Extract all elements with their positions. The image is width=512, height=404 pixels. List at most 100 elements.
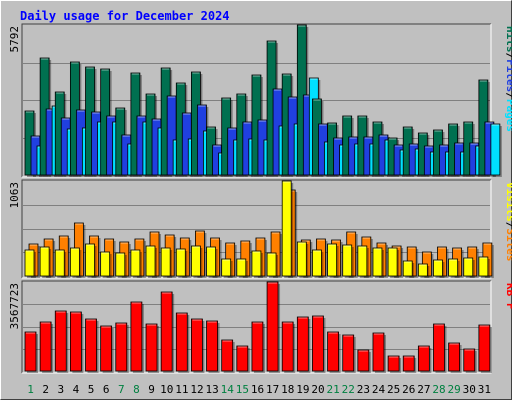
- bar-visits-day-27-body: [417, 263, 428, 277]
- bar-kb-f-day-4-body: [69, 311, 82, 372]
- bar-kb-f-day-13: [206, 320, 220, 373]
- bar-visits-day-1-body: [24, 249, 35, 277]
- bar-visits-day-22: [342, 244, 354, 278]
- panel-1-frame-light: [22, 24, 492, 178]
- bar-kb-f-day-21: [327, 331, 341, 373]
- panel-1-frame-dark: [21, 23, 491, 177]
- bar-visits-day-13: [206, 246, 218, 278]
- bar-visits-day-31-body: [478, 256, 489, 277]
- panel-1-legend: Hits/Files/Pages: [504, 26, 512, 132]
- panel-2-legend: Visits/Sites: [504, 182, 512, 262]
- x-tick-label-6: 6: [103, 383, 110, 396]
- bar-visits-day-5: [85, 243, 97, 278]
- bar-visits-day-19-body: [296, 241, 307, 277]
- panel-3-legend: KB F: [504, 283, 512, 310]
- x-tick-label-28: 28: [432, 383, 445, 396]
- bar-visits-day-14: [221, 258, 233, 278]
- chart-title: Daily usage for December 2024: [20, 9, 230, 23]
- bar-kb-f-day-5-body: [85, 318, 97, 372]
- x-tick-label-18: 18: [281, 383, 294, 396]
- bar-kb-f-day-14-body: [221, 339, 234, 372]
- bar-visits-day-14-body: [221, 258, 232, 277]
- bar-kb-f-day-29: [448, 342, 462, 373]
- bar-kb-f-day-31: [478, 324, 492, 373]
- bar-kb-f-day-31-body: [478, 324, 491, 372]
- bar-visits-day-2-body: [39, 246, 50, 277]
- x-tick-label-30: 30: [463, 383, 476, 396]
- bar-visits-day-6: [100, 251, 112, 278]
- bar-kb-f-day-8-body: [130, 301, 143, 372]
- panel-2-legend-visits: Visits: [504, 182, 512, 222]
- x-tick-label-14: 14: [221, 383, 235, 396]
- panel-3-frame-dark: [21, 280, 491, 373]
- bar-kb-f-day-9: [145, 323, 160, 373]
- bar-visits-day-30: [463, 257, 475, 278]
- panel-2-max-label: 1063: [8, 182, 21, 209]
- bar-visits-day-24-body: [372, 247, 383, 277]
- bar-kb-f-day-27-body: [417, 345, 430, 372]
- bar-kb-f-day-3-body: [54, 310, 67, 372]
- bar-visits-day-2: [39, 246, 52, 278]
- bar-pages-day-31-body: [490, 123, 501, 176]
- bar-pages-day-31: [490, 123, 502, 177]
- bar-kb-f-day-30-body: [463, 348, 476, 372]
- bar-visits-day-11: [175, 248, 188, 278]
- bar-kb-f-day-26: [402, 355, 417, 373]
- x-tick-label-4: 4: [73, 383, 80, 396]
- bar-kb-f-day-30: [463, 348, 477, 373]
- x-tick-label-24: 24: [372, 383, 386, 396]
- x-tick-label-16: 16: [251, 383, 264, 396]
- panel-3-max-label: 3567723: [8, 283, 21, 329]
- bar-visits-day-5-body: [85, 243, 95, 277]
- bar-visits-day-30-body: [463, 257, 474, 277]
- x-tick-label-3: 3: [58, 383, 65, 396]
- x-tick-label-20: 20: [311, 383, 324, 396]
- bar-kb-f-day-20-body: [312, 315, 324, 372]
- bar-kb-f-day-24: [372, 332, 386, 373]
- bar-kb-f-day-18-body: [281, 321, 294, 372]
- bar-kb-f-day-6: [100, 325, 114, 373]
- x-tick-label-19: 19: [296, 383, 309, 396]
- bar-visits-day-4: [69, 247, 82, 278]
- bar-visits-day-9-body: [145, 245, 156, 277]
- bar-kb-f-day-18: [281, 321, 296, 373]
- bar-visits-day-4-body: [69, 247, 80, 277]
- bar-kb-f-day-1: [24, 331, 38, 373]
- bar-visits-day-1: [24, 249, 36, 278]
- bar-kb-f-day-6-body: [100, 325, 113, 372]
- bar-visits-day-20: [312, 249, 324, 278]
- bar-kb-f-day-28-body: [433, 323, 445, 372]
- bar-visits-day-10-body: [160, 247, 171, 277]
- x-tick-label-26: 26: [402, 383, 415, 396]
- x-tick-label-22: 22: [342, 383, 355, 396]
- bar-visits-day-3-body: [54, 249, 65, 277]
- bar-kb-f-day-2-body: [39, 321, 52, 372]
- bar-visits-day-23-body: [357, 245, 368, 277]
- bar-visits-day-18-body: [281, 180, 292, 277]
- bar-visits-day-9: [145, 245, 158, 278]
- bar-visits-day-28: [433, 259, 445, 278]
- bar-visits-day-11-body: [175, 248, 186, 277]
- bar-visits-day-27: [417, 263, 430, 278]
- bar-kb-f-day-15-body: [236, 345, 249, 372]
- bar-visits-day-25: [387, 247, 400, 278]
- x-tick-label-11: 11: [175, 383, 188, 396]
- bar-kb-f-day-17-body: [266, 281, 279, 372]
- bar-visits-day-20-body: [312, 249, 322, 277]
- bar-visits-day-28-body: [433, 259, 443, 277]
- bar-kb-f-day-3: [54, 310, 69, 373]
- x-tick-label-12: 12: [190, 383, 203, 396]
- bar-kb-f-day-21-body: [327, 331, 339, 372]
- bar-kb-f-day-20: [312, 315, 326, 373]
- panel-1-legend-separator: /: [504, 92, 512, 99]
- panel-2-frame-dark: [21, 179, 491, 278]
- bar-kb-f-day-11: [175, 312, 190, 373]
- bar-kb-f-day-23-body: [357, 349, 370, 372]
- panel-1-legend-pages: Pages: [504, 99, 512, 132]
- bar-visits-day-29: [448, 258, 460, 278]
- bar-visits-day-12-body: [191, 245, 201, 277]
- bar-kb-f-day-27: [417, 345, 432, 373]
- x-tick-label-8: 8: [133, 383, 140, 396]
- bar-kb-f-day-16-body: [251, 321, 264, 372]
